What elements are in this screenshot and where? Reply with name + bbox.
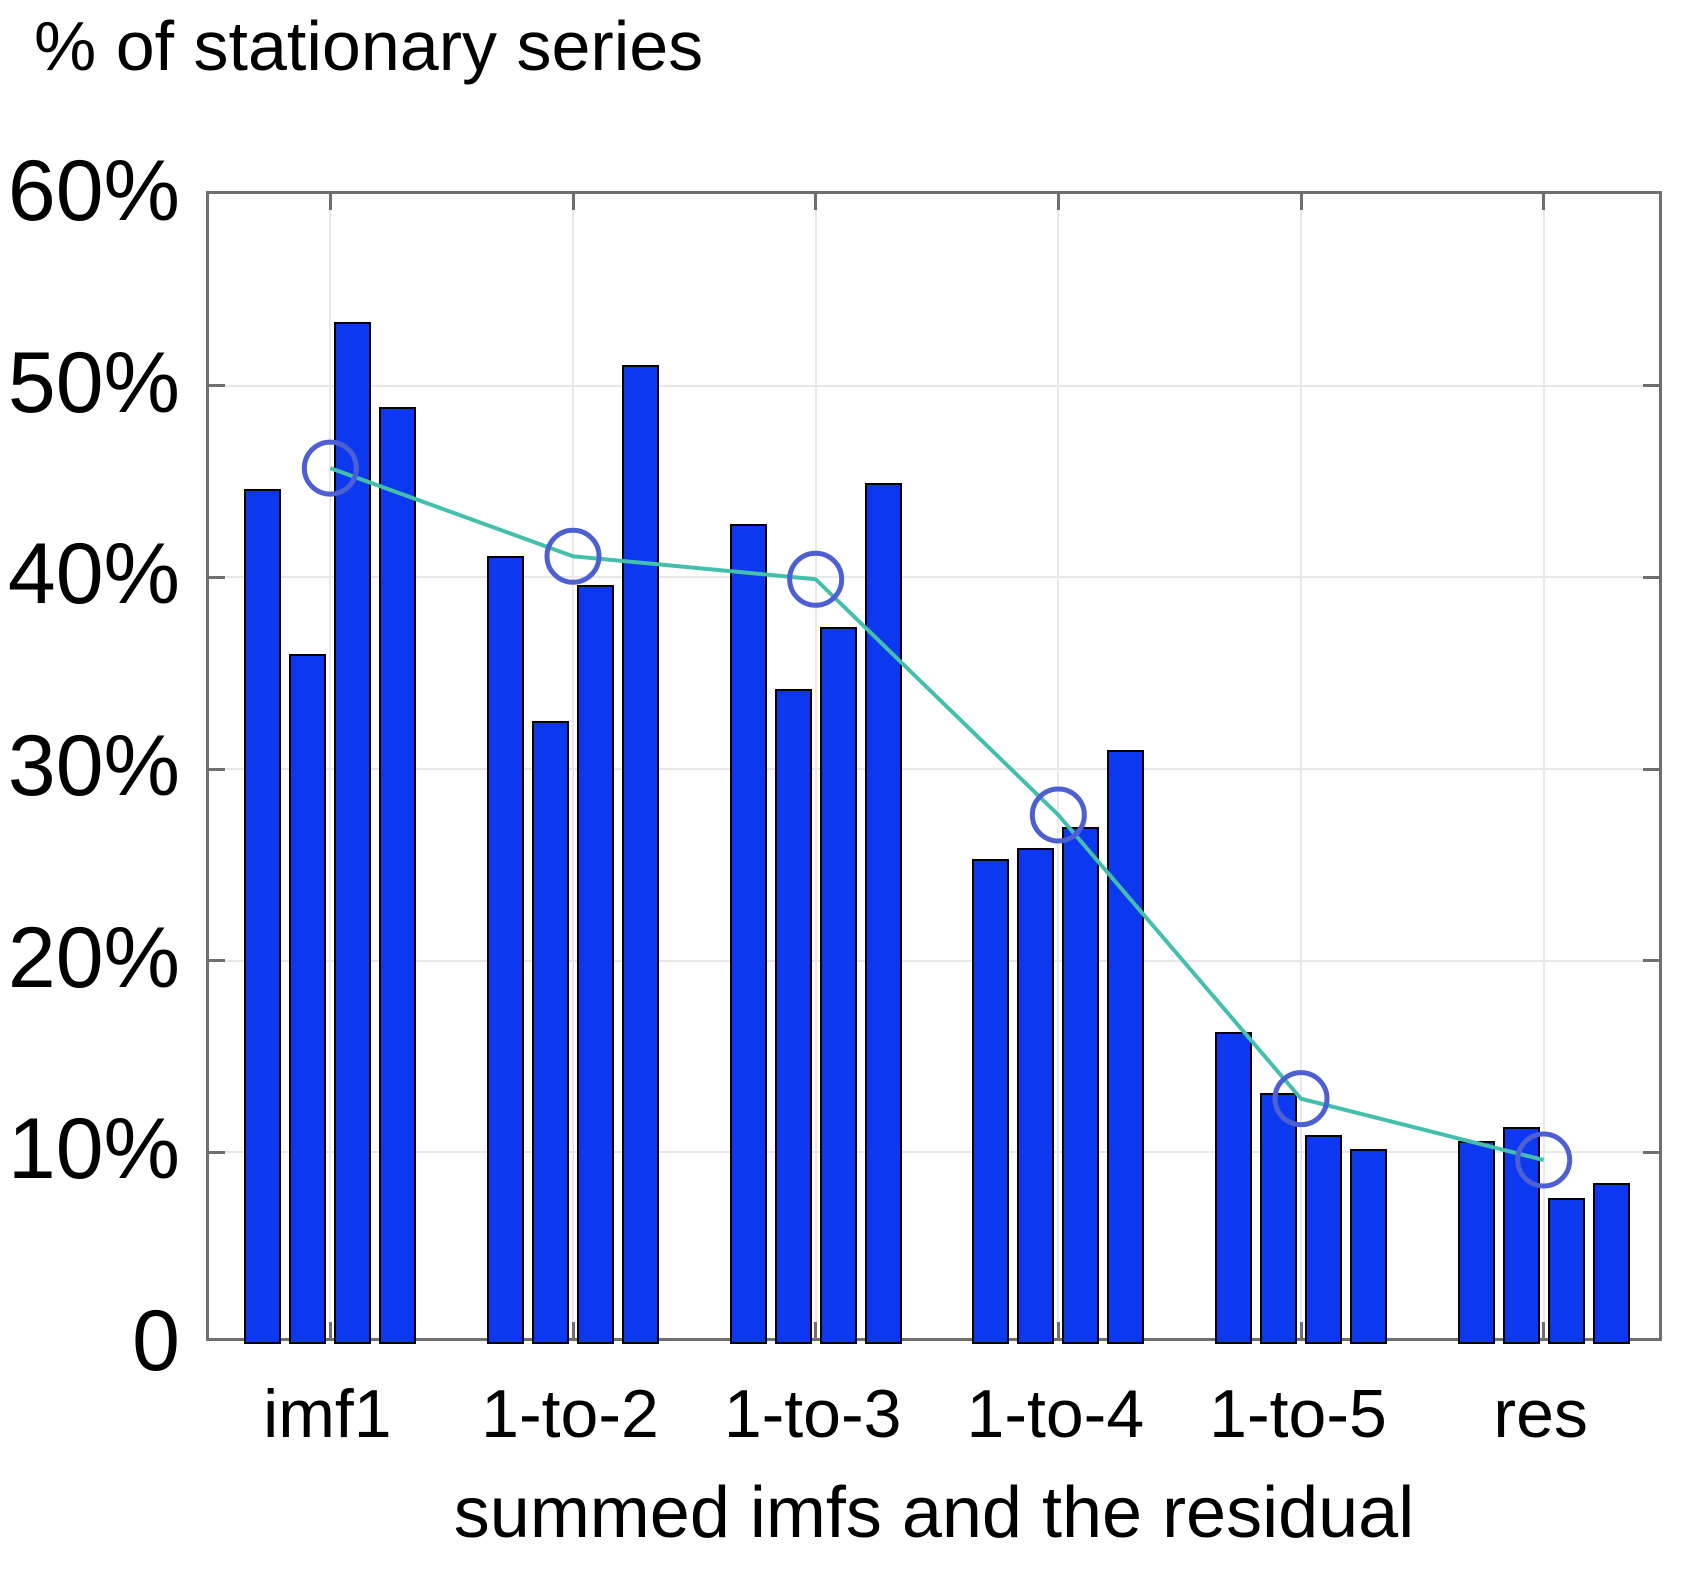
bar-1-to-5-4 bbox=[1350, 1148, 1387, 1344]
y-tick-left-10 bbox=[209, 1150, 225, 1154]
bar-imf1-4 bbox=[379, 406, 417, 1344]
x-tick-label-1-to-2: 1-to-2 bbox=[481, 1376, 659, 1452]
bar-1-to-5-1 bbox=[1215, 1031, 1252, 1344]
x-tick-bottom-1-to-3 bbox=[814, 1322, 818, 1338]
bar-1-to-2-1 bbox=[487, 556, 524, 1344]
chart-title: % of stationary series bbox=[34, 7, 704, 85]
y-tick-label-20: 20% bbox=[7, 909, 180, 1006]
gridline-x-res bbox=[1542, 194, 1545, 1338]
x-tick-bottom-1-to-5 bbox=[1299, 1322, 1303, 1338]
y-tick-label-60: 60% bbox=[7, 143, 180, 239]
plot-area bbox=[206, 191, 1662, 1344]
x-tick-top-1-to-2 bbox=[571, 194, 575, 210]
gridline-y-40 bbox=[209, 576, 1659, 579]
bar-1-to-3-1 bbox=[729, 523, 767, 1344]
y-tick-right-40 bbox=[1643, 575, 1659, 579]
gridline-y-50 bbox=[209, 384, 1659, 387]
x-tick-top-imf1 bbox=[328, 194, 332, 210]
x-tick-top-1-to-4 bbox=[1056, 194, 1060, 210]
gridline-x-1-to-4 bbox=[1057, 194, 1060, 1338]
x-tick-label-1-to-4: 1-to-4 bbox=[966, 1376, 1145, 1452]
gridline-x-1-to-3 bbox=[814, 194, 817, 1338]
bar-1-to-3-4 bbox=[864, 483, 902, 1344]
bar-1-to-3-2 bbox=[774, 688, 812, 1344]
y-tick-left-20 bbox=[209, 959, 225, 963]
gridline-x-1-to-2 bbox=[572, 194, 574, 1338]
x-axis-title: summed imfs and the residual bbox=[453, 1473, 1415, 1553]
gridline-x-imf1 bbox=[329, 194, 332, 1338]
x-tick-bottom-imf1 bbox=[328, 1322, 332, 1338]
bar-1-to-4-2 bbox=[1017, 847, 1055, 1344]
x-tick-bottom-res bbox=[1542, 1322, 1546, 1338]
bar-res-1 bbox=[1457, 1140, 1495, 1344]
x-tick-label-imf1: imf1 bbox=[263, 1376, 392, 1452]
gridline-y-30 bbox=[209, 768, 1659, 770]
x-tick-bottom-1-to-2 bbox=[571, 1322, 575, 1338]
bar-1-to-2-4 bbox=[622, 364, 659, 1344]
y-tick-label-40: 40% bbox=[7, 526, 180, 623]
y-tick-label-30: 30% bbox=[7, 718, 180, 814]
x-tick-top-res bbox=[1542, 194, 1546, 210]
y-tick-right-10 bbox=[1643, 1150, 1659, 1154]
y-tick-label-10: 10% bbox=[7, 1101, 180, 1198]
y-tick-left-40 bbox=[209, 575, 225, 579]
bar-imf1-1 bbox=[244, 489, 282, 1344]
bar-imf1-3 bbox=[334, 322, 372, 1344]
x-tick-bottom-1-to-4 bbox=[1056, 1322, 1060, 1338]
bar-1-to-4-4 bbox=[1107, 749, 1145, 1344]
gridline-y-20 bbox=[209, 959, 1659, 962]
gridline-x-1-to-5 bbox=[1300, 194, 1302, 1338]
y-tick-left-30 bbox=[209, 767, 225, 771]
bar-1-to-4-1 bbox=[972, 859, 1010, 1344]
bar-res-4 bbox=[1592, 1183, 1630, 1344]
bar-1-to-2-2 bbox=[532, 721, 569, 1344]
x-tick-top-1-to-3 bbox=[814, 194, 818, 210]
x-tick-label-1-to-5: 1-to-5 bbox=[1209, 1376, 1387, 1452]
y-tick-label-50: 50% bbox=[7, 334, 180, 431]
x-tick-label-1-to-3: 1-to-3 bbox=[723, 1376, 902, 1452]
y-tick-right-50 bbox=[1643, 384, 1659, 388]
x-tick-top-1-to-5 bbox=[1299, 194, 1303, 210]
bar-res-3 bbox=[1547, 1198, 1585, 1344]
y-tick-left-50 bbox=[209, 384, 225, 388]
y-tick-label-0: 0 bbox=[132, 1293, 180, 1389]
bar-1-to-3-3 bbox=[819, 627, 857, 1344]
bar-1-to-4-3 bbox=[1062, 826, 1100, 1344]
bar-1-to-5-2 bbox=[1260, 1092, 1297, 1344]
x-tick-label-res: res bbox=[1493, 1376, 1588, 1452]
bar-1-to-5-3 bbox=[1305, 1135, 1342, 1344]
bar-imf1-2 bbox=[289, 654, 327, 1344]
y-tick-right-20 bbox=[1643, 959, 1659, 963]
gridline-y-10 bbox=[209, 1151, 1659, 1154]
y-tick-right-30 bbox=[1643, 767, 1659, 771]
bar-res-2 bbox=[1502, 1127, 1540, 1344]
bar-1-to-2-3 bbox=[577, 585, 614, 1344]
